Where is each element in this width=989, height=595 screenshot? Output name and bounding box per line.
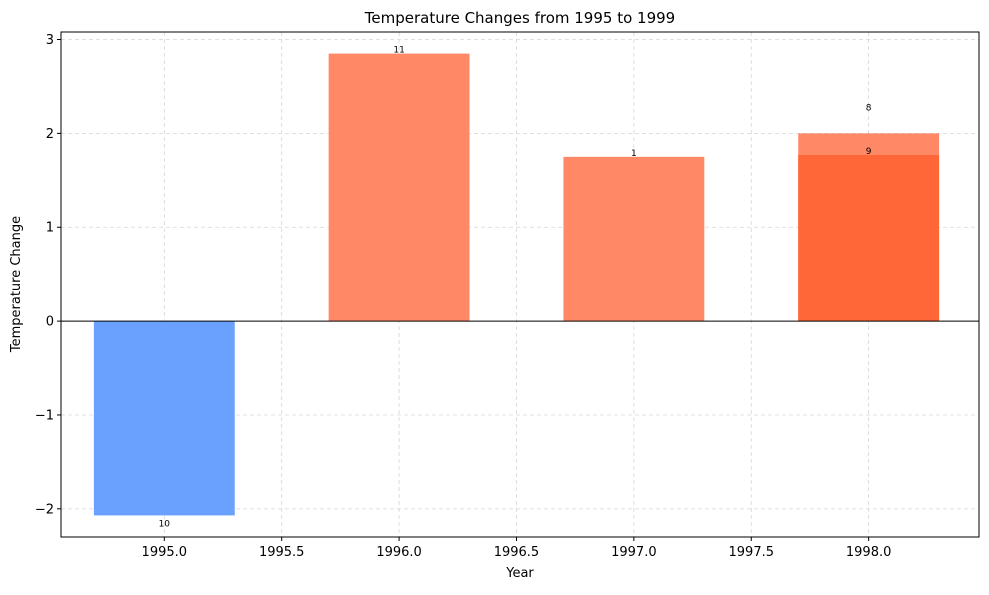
- y-tick-label: 0: [46, 315, 54, 330]
- bar-1996-11: [328, 53, 470, 322]
- data-label-8: 8: [866, 103, 872, 113]
- y-tick-label: −2: [35, 502, 54, 517]
- y-tick-label: 2: [46, 127, 54, 142]
- chart-title: Temperature Changes from 1995 to 1999: [364, 9, 675, 27]
- x-tick-label: 1997.5: [729, 545, 775, 560]
- data-label-9: 9: [866, 147, 872, 157]
- bar-1997-1: [563, 156, 705, 322]
- data-label-1: 1: [631, 149, 637, 159]
- bar-1998-9: [798, 154, 940, 322]
- plot-frame: [60, 31, 980, 538]
- y-axis-ticks: −2 −1 0 1 2 3: [35, 33, 61, 517]
- x-tick-label: 1996.0: [376, 545, 422, 560]
- x-tick-label: 1997.0: [611, 545, 657, 560]
- y-tick-label: −1: [35, 408, 54, 423]
- x-axis-ticks: 1995.0 1995.5 1996.0 1996.5 1997.0 1997.5 1998…: [142, 537, 892, 560]
- y-tick-label: 3: [46, 33, 54, 48]
- data-label-11: 11: [393, 46, 404, 56]
- bars: [93, 53, 940, 516]
- x-tick-label: 1996.5: [494, 545, 540, 560]
- x-axis-label: Year: [505, 566, 534, 581]
- y-tick-label: 1: [46, 221, 54, 236]
- x-tick-label: 1995.5: [259, 545, 305, 560]
- x-tick-label: 1998.0: [846, 545, 892, 560]
- bar-1995-10: [93, 321, 235, 516]
- y-axis-label: Temperature Change: [9, 216, 24, 353]
- x-tick-label: 1995.0: [142, 545, 188, 560]
- data-label-10: 10: [159, 519, 171, 529]
